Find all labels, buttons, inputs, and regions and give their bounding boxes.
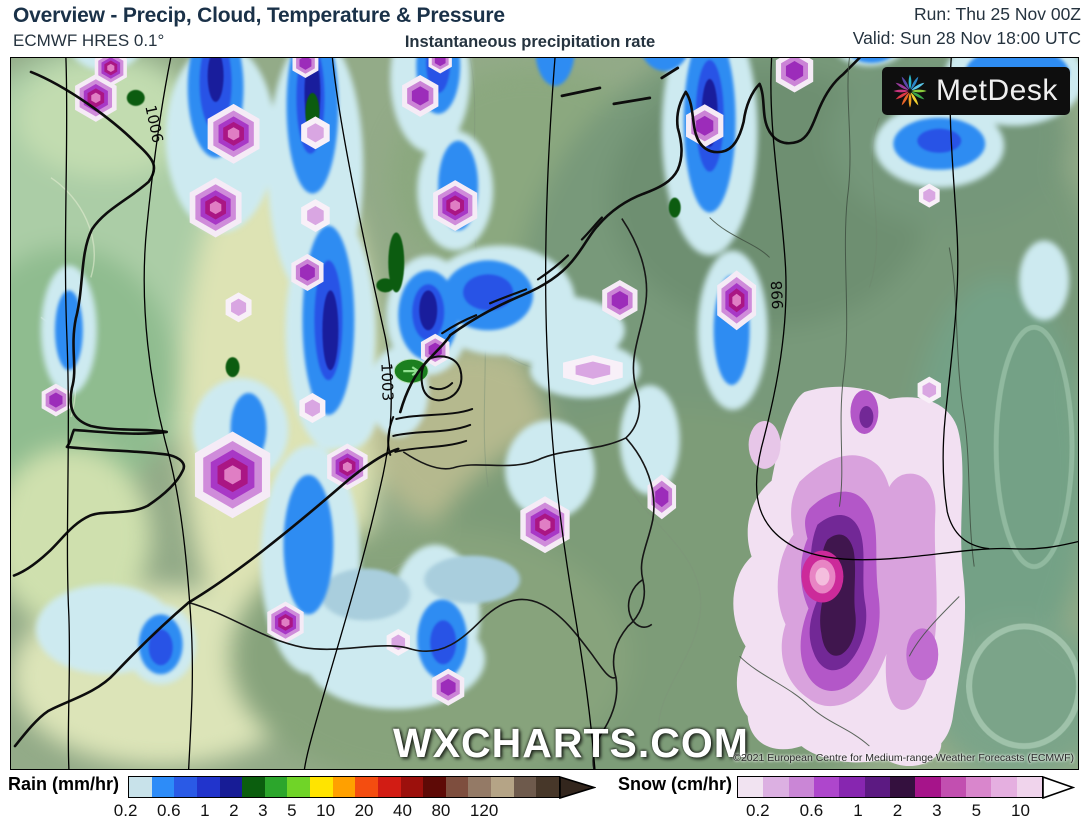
colorbar-segment	[813, 777, 840, 797]
tick-label: 0.2	[745, 801, 770, 820]
tick-label: 5	[287, 801, 297, 820]
parameter-subtitle: Instantaneous precipitation rate	[404, 33, 656, 51]
colorbar-segment	[491, 777, 514, 797]
colorbar-segment	[242, 777, 265, 797]
snow-colorbar	[737, 776, 1043, 798]
tick-label: 10	[1011, 801, 1030, 820]
metdesk-pinwheel-icon	[893, 74, 927, 108]
colorbar-segment	[889, 777, 916, 797]
weather-map: 1006 1003 998 MetDesk WXCHARTS.COM ©2021…	[10, 57, 1079, 770]
tick-label: 10	[316, 801, 336, 820]
tick-label: 120	[469, 801, 499, 820]
colorbar-segment	[219, 777, 243, 797]
colorbar-segment	[174, 777, 197, 797]
copyright-note: ©2021 European Centre for Medium-range W…	[733, 752, 1074, 764]
colorbar-segment	[738, 777, 764, 797]
coastlines	[12, 58, 861, 748]
isobars	[64, 58, 1078, 769]
tick-label: 0.6	[156, 801, 181, 820]
precip-drizzle-layer	[320, 555, 521, 621]
page-title: Overview - Precip, Cloud, Temperature & …	[13, 4, 505, 27]
tick-label: 0.6	[799, 801, 824, 820]
colorbar-segment	[423, 777, 446, 797]
tick-label: 1	[853, 801, 863, 820]
run-time-label: Run: Thu 25 Nov 00Z	[914, 4, 1081, 24]
valid-time-label: Valid: Sun 28 Nov 18:00 UTC	[852, 28, 1081, 48]
colorbar-segment	[1016, 777, 1042, 797]
colorbar-segment	[763, 777, 789, 797]
colorbar-segment	[864, 777, 890, 797]
colorbar-segment	[310, 777, 333, 797]
tick-label: 0.2	[113, 801, 138, 820]
tick-label: 40	[393, 801, 412, 820]
snow-tick-labels: 0.2 0.6 1 2 3 5 10	[731, 801, 1045, 821]
tick-label: 1	[200, 801, 210, 820]
metdesk-logo: MetDesk	[882, 67, 1070, 115]
tick-label: 2	[892, 801, 903, 820]
tick-label: 2	[229, 801, 239, 820]
colorbar-segment	[940, 777, 966, 797]
tick-label: 3	[258, 801, 268, 820]
rain-colorbar	[128, 776, 560, 798]
colorbar-segment	[991, 777, 1017, 797]
colorbar-segment	[915, 777, 941, 797]
colorbar-segment	[355, 777, 378, 797]
colorbar-segment	[377, 777, 401, 797]
country-borders	[188, 218, 655, 769]
tick-label: 5	[971, 801, 982, 820]
colorbar-segment	[788, 777, 814, 797]
tick-label: 20	[354, 801, 374, 820]
snow-legend-label: Snow (cm/hr)	[618, 774, 733, 794]
snow-area-germany	[733, 386, 966, 767]
colorbar-segment	[129, 777, 152, 797]
regional-borders	[709, 58, 975, 747]
metdesk-logo-text: MetDesk	[936, 74, 1058, 107]
colorbar-segment	[332, 777, 356, 797]
colorbar-segment	[965, 777, 992, 797]
colorbar-segment	[445, 777, 469, 797]
rain-tick-labels: 0.2 0.6 1 2 3 5 10 20 40 80 120	[104, 801, 508, 821]
colorbar-segment	[196, 777, 220, 797]
colorbar-segment	[264, 777, 288, 797]
colorbar-segment	[536, 777, 559, 797]
model-label: ECMWF HRES 0.1°	[13, 31, 165, 50]
colorbar-segment	[400, 777, 424, 797]
watermark: WXCHARTS.COM	[393, 720, 749, 766]
green-arrow-marker	[393, 358, 429, 384]
map-graphic	[11, 58, 1078, 769]
snow-colorbar-arrow	[1042, 776, 1075, 799]
colorbar-segment	[839, 777, 865, 797]
tick-label: 3	[932, 801, 942, 820]
tick-label: 80	[431, 801, 451, 820]
rain-colorbar-arrow	[559, 776, 596, 799]
colorbar-segment	[513, 777, 537, 797]
colorbar-segment	[468, 777, 491, 797]
colorbar-segment	[287, 777, 310, 797]
colorbar-segment	[151, 777, 175, 797]
rain-legend-label: Rain (mm/hr)	[8, 774, 120, 794]
